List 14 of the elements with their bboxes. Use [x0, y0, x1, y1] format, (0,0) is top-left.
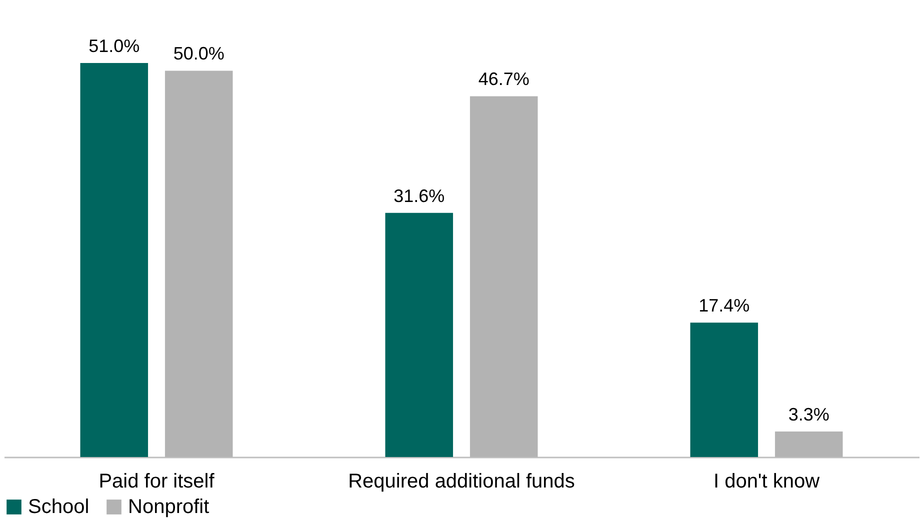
data-label: 51.0% — [88, 36, 140, 56]
x-tick-label: I don't know — [713, 470, 820, 492]
data-label: 17.4% — [698, 296, 750, 316]
bar — [80, 63, 148, 457]
data-label: 3.3% — [788, 404, 830, 425]
data-label: 46.7% — [478, 69, 530, 90]
data-label: 50.0% — [173, 44, 224, 64]
legend-label: School — [28, 496, 90, 518]
x-tick-label: Required additional funds — [348, 470, 575, 492]
x-tick-label: Paid for itself — [98, 470, 215, 492]
data-label: 31.6% — [394, 186, 445, 206]
legend-label: Nonprofit — [128, 496, 210, 518]
bar — [385, 212, 454, 457]
bar — [690, 322, 758, 457]
